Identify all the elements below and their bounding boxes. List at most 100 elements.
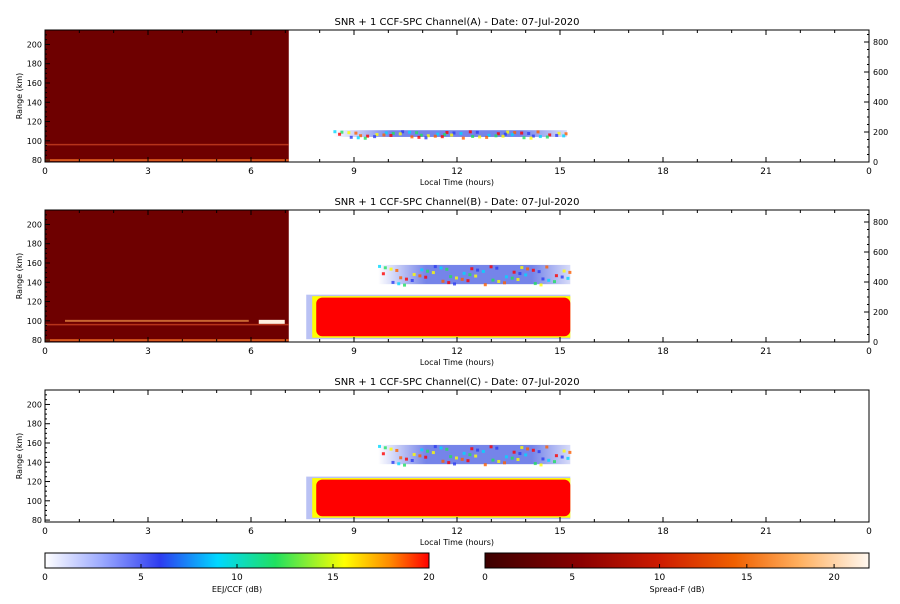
spread-f-band [65,319,249,322]
eej-speckle [468,130,472,134]
eej-speckle [483,463,487,467]
eej-speckle [466,279,470,283]
eej-speckle [397,282,401,286]
eej-speckle [338,132,342,136]
data-layer [45,30,568,162]
eej-speckle [533,462,537,466]
eej-speckle [417,135,421,139]
eej-speckle [504,275,508,279]
y-tick-label: 120 [27,298,42,307]
eej-speckle [566,456,570,460]
eej-speckle [459,131,463,135]
eej-speckle [522,136,526,140]
eej-speckle [452,131,456,135]
colorbar-2: 0 5 10 15 20 Spread-F (dB) [482,552,870,594]
colorbar-tick-label: 5 [569,573,575,583]
colorbar-tick-label: 10 [654,573,666,583]
y-tick-label: 200 [27,220,42,229]
eej-speckle [359,134,363,138]
x-tick-label: 15 [554,347,565,357]
eej-speckle [481,449,485,453]
eej-speckle [497,459,501,463]
eej-speckle [520,266,524,270]
right-y-tick-label: 200 [873,308,888,317]
eej-speckle [503,461,507,465]
eej-speckle [474,274,478,278]
eej-speckle [474,454,478,458]
eej-speckle [518,452,522,456]
eej-speckle [513,131,517,135]
eej-speckle [440,135,444,139]
spread-f-hotspot [258,319,285,324]
eej-speckle [552,280,556,284]
x-tick-label: 6 [248,527,254,537]
eej-speckle [478,135,482,139]
eej-speckle [539,283,543,287]
panel-title: SNR + 1 CCF-SPC Channel(A) - Date: 07-Ju… [334,17,579,28]
right-y-tick-label: 800 [873,218,888,227]
right-y-tick-label: 600 [873,68,888,77]
eej-speckle [538,135,542,139]
eej-speckle [383,446,387,450]
x-tick-label: 15 [554,527,565,537]
eej-speckle [476,268,480,272]
spread-f-region [45,210,289,342]
panel-2: SNR + 1 CCF-SPC Channel(B) - Date: 07-Ju… [15,197,888,367]
eej-speckle [495,266,499,270]
colorbar-tick-label: 15 [327,573,338,583]
eej-speckle [418,274,422,278]
x-tick-label: 3 [145,167,151,177]
eej-speckle [495,446,499,450]
colorbar-tick-label: 0 [482,573,488,583]
eej-speckle [443,133,447,137]
eej-speckle [395,448,399,452]
eej-speckle [419,133,423,137]
y-tick-label: 80 [32,516,42,525]
x-tick-label: 0 [42,347,48,357]
eej-speckle [568,270,572,274]
eej-speckle [496,132,500,136]
eej-speckle [454,276,458,280]
eej-speckle [340,130,344,134]
eej-speckle [533,282,537,286]
eej-speckle [381,452,385,456]
x-tick-label: 0 [42,167,48,177]
eej-speckle [537,450,541,454]
spread-f-region [45,30,289,162]
right-y-tick-label: 200 [873,128,888,137]
eej-speckle [445,447,449,451]
x-tick-label: 3 [145,347,151,357]
eej-speckle [468,453,472,457]
y-tick-label: 180 [27,60,42,69]
eej-speckle [503,281,507,285]
eej-speckle [552,460,556,464]
right-y-tick-label: 400 [873,98,888,107]
x-tick-label: 3 [145,527,151,537]
eej-speckle [397,462,401,466]
eej-speckle [568,450,572,454]
eej-speckle [404,277,408,281]
eej-speckle [518,272,522,276]
y-tick-label: 140 [27,278,42,287]
y-axis-label: Range (km) [15,433,24,480]
eej-speckle [441,279,445,283]
eej-speckle [445,267,449,271]
eej-speckle [524,273,528,277]
eej-speckle [497,279,501,283]
eej-speckle [541,457,545,461]
colorbar-label: EEJ/CCF (dB) [212,585,262,594]
eej-speckle [366,134,370,138]
eej-speckle [510,276,514,280]
eej-speckle [412,273,416,277]
eej-speckle [450,133,454,137]
y-tick-label: 100 [27,137,42,146]
eej-speckle [383,266,387,270]
x-tick-label: 0 [42,527,48,537]
eej-speckle [510,133,514,137]
colorbar-tick-label: 20 [828,573,840,583]
eej-speckle [560,455,564,459]
eej-speckle [537,270,541,274]
eej-speckle [410,135,414,139]
data-layer [306,444,572,520]
